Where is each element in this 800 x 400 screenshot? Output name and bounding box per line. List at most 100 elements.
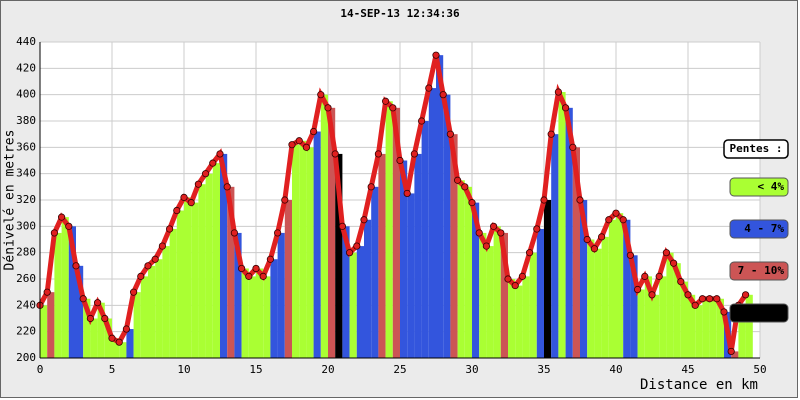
slope-bar [529,252,537,358]
slope-bar [436,55,444,359]
slope-bar [284,200,292,358]
profile-point [194,180,202,188]
profile-point [713,295,721,303]
y-tick-label: 200 [16,351,36,364]
slope-bar [133,292,141,358]
slope-bar [155,259,163,358]
x-tick-label: 50 [753,363,766,376]
profile-point [741,291,750,299]
profile-point [489,222,498,230]
profile-point [648,291,656,299]
profile-point [309,127,318,136]
slope-bar [508,279,516,358]
slope-bar [414,153,422,358]
slope-bar [306,147,314,358]
profile-point [230,229,238,237]
profile-point [619,216,627,224]
profile-point [50,229,59,237]
chart-title: 14-SEP-13 12:34:36 [340,7,460,20]
profile-point [662,249,671,257]
x-tick-label: 30 [465,363,478,376]
slope-bar [356,246,364,358]
profile-point [684,291,692,299]
profile-point [122,325,131,333]
y-tick-label: 320 [16,193,36,206]
x-tick-label: 25 [393,363,406,376]
slope-bar [292,144,300,358]
profile-point [173,206,181,215]
x-tick-label: 35 [537,363,550,376]
profile-point [396,156,404,165]
slope-bar [68,226,76,358]
profile-point [360,216,368,224]
profile-point [57,213,66,221]
legend-label: 4 - 7% [744,222,784,235]
slope-bar [335,153,343,358]
slope-bar [234,232,242,358]
profile-point [108,334,116,342]
slope-bar [162,246,170,358]
x-tick-label: 20 [321,363,334,376]
profile-point [43,288,51,296]
slope-bar [176,210,184,358]
slope-bar [112,338,120,358]
slope-bar [277,232,285,358]
slope-bar [371,186,379,358]
profile-point [597,233,606,241]
profile-point [554,88,563,96]
y-tick-label: 300 [16,219,36,232]
slope-bar [227,186,235,358]
slope-bar [486,246,494,358]
profile-point [410,150,418,158]
slope-bar [457,180,465,358]
y-tick-label: 420 [16,61,36,74]
legend-swatch [729,219,789,239]
profile-point [166,225,174,233]
slope-bar [220,153,228,358]
slope-bar [126,329,134,358]
legend-title: Pentes : [730,142,783,155]
slope-bar [637,289,645,358]
y-tick-label: 240 [16,298,36,311]
slope-bar [392,107,400,358]
slope-bar [464,186,472,358]
profile-point [720,308,728,316]
slope-bar [558,92,566,359]
slope-bar [536,228,544,358]
slope-bar [97,302,105,358]
slope-bar [688,294,696,358]
profile-point [468,199,476,207]
profile-point [561,104,570,112]
profile-point [288,141,296,149]
slope-bar [40,305,48,358]
profile-point [705,295,714,303]
slope-bar [709,298,717,358]
profile-point [425,84,433,92]
profile-point [345,249,354,257]
profile-point [223,183,231,191]
slope-bar [544,200,552,358]
profile-point [417,117,426,125]
y-tick-label: 440 [16,35,36,48]
profile-point [338,222,346,230]
slope-bar [328,107,336,358]
slope-bar [263,276,271,358]
profile-point [187,199,195,207]
profile-point [612,209,620,217]
profile-point [504,275,512,283]
profile-point [497,229,505,237]
profile-point [583,235,591,244]
slope-bar [61,217,69,358]
slope-bar [745,294,753,358]
slope-bar [580,200,588,358]
slope-bar [493,226,501,358]
slope-bar [378,153,386,358]
profile-point [655,272,663,280]
slope-bar [241,268,249,358]
profile-point [245,272,253,280]
profile-point [389,104,397,112]
profile-point [511,281,519,290]
slope-bar [623,219,631,358]
profile-point [324,104,332,112]
slope-bar [587,239,595,358]
